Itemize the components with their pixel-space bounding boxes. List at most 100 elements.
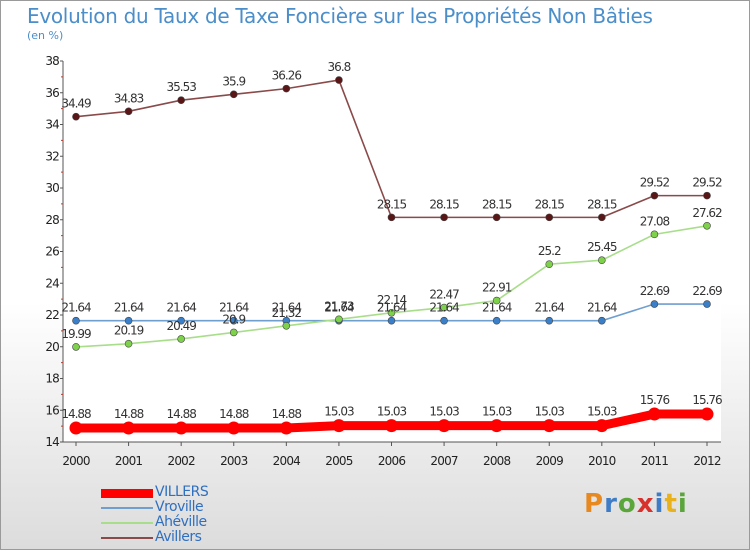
legend-swatch	[101, 507, 153, 509]
data-label: 15.03	[324, 405, 354, 419]
y-tick-label: 24	[45, 276, 59, 290]
data-point	[650, 191, 659, 200]
data-point	[492, 296, 501, 305]
data-point	[335, 76, 343, 84]
data-label: 28.15	[587, 197, 617, 211]
data-label: 15.03	[535, 405, 565, 419]
data-label: 22.14	[377, 293, 407, 307]
y-tick-label: 38	[45, 54, 59, 68]
data-point	[437, 419, 451, 433]
data-point	[227, 421, 241, 435]
y-tick-label: 28	[45, 213, 59, 227]
data-point	[122, 421, 136, 435]
data-point	[700, 407, 714, 421]
data-label: 21.64	[272, 301, 302, 315]
logo-letter: i	[654, 489, 665, 519]
data-point	[387, 213, 396, 222]
y-tick-label: 34	[45, 118, 59, 132]
data-label: 34.83	[114, 91, 144, 105]
data-label: 27.62	[692, 206, 722, 220]
y-unit-label: (en %)	[27, 29, 64, 42]
data-label: 21.32	[272, 306, 302, 320]
data-point	[124, 316, 133, 325]
data-labels: 34.49 34.83 35.53 35.9 36.26 36.8 28.15 28.15 28…	[61, 60, 723, 421]
series-avillers	[72, 76, 711, 222]
data-label: 21.64	[61, 301, 91, 315]
data-label: 21.64	[219, 301, 249, 315]
data-label: 15.03	[377, 405, 407, 419]
data-point	[279, 421, 293, 435]
data-point	[703, 221, 711, 230]
data-point	[124, 107, 133, 116]
data-point	[177, 316, 185, 325]
chart-title: Evolution du Taux de Taxe Foncière sur l…	[27, 4, 653, 28]
data-label: 22.69	[640, 284, 670, 298]
data-label: 35.53	[166, 80, 196, 94]
x-tick-label: 2000	[62, 454, 90, 468]
data-point	[177, 96, 185, 105]
x-tick-label: 2011	[641, 454, 669, 468]
data-label: 15.76	[692, 393, 722, 407]
data-point	[440, 316, 448, 325]
proxiti-logo: Proxiti	[584, 489, 688, 519]
data-label: 21.73	[324, 299, 354, 313]
data-point	[69, 421, 83, 435]
data-point	[385, 419, 398, 433]
logo-letter: i	[677, 489, 688, 519]
data-label: 14.88	[61, 407, 91, 421]
logo-letter: P	[584, 489, 605, 519]
data-label: 21.64	[535, 301, 565, 315]
x-tick-label: 2003	[220, 454, 248, 468]
logo-letter: x	[636, 489, 655, 519]
data-label: 29.52	[640, 176, 670, 190]
data-label: 28.15	[429, 197, 459, 211]
data-label: 25.2	[538, 244, 561, 258]
data-point	[703, 191, 711, 200]
legend-swatch	[101, 537, 153, 539]
data-point	[335, 315, 343, 324]
data-label: 15.03	[587, 405, 617, 419]
data-label: 15.03	[482, 405, 512, 419]
data-point	[229, 328, 238, 337]
x-tick-label: 2001	[115, 454, 143, 468]
logo-letter: o	[617, 489, 637, 519]
data-point	[647, 407, 661, 421]
legend-swatch	[101, 522, 153, 524]
series-layer	[69, 76, 714, 435]
data-label: 15.03	[429, 405, 459, 419]
y-tick-label: 26	[45, 245, 59, 259]
data-point	[124, 339, 133, 348]
data-point	[492, 316, 501, 325]
data-label: 22.47	[429, 288, 459, 302]
data-point	[545, 260, 554, 269]
data-label: 27.08	[640, 214, 670, 228]
data-point	[595, 419, 609, 433]
axes: 14 16 18 20 22 24 26 28 30 32 34 36 38 2000 2001 2002 20…	[45, 54, 721, 468]
y-tick-label: 20	[45, 340, 59, 354]
data-point	[440, 303, 448, 312]
data-point	[282, 84, 291, 93]
y-tick-label: 22	[45, 308, 59, 322]
data-point	[72, 343, 80, 351]
data-point	[72, 112, 80, 121]
data-point	[72, 316, 80, 325]
data-point	[545, 316, 554, 325]
data-label: 21.64	[377, 301, 407, 315]
data-label: 36.26	[272, 69, 302, 83]
data-label: 14.88	[166, 407, 196, 421]
x-tick-label: 2007	[430, 454, 458, 468]
y-tick-label: 32	[45, 149, 59, 163]
y-tick-label: 14	[45, 435, 59, 449]
x-tick-label: 2002	[167, 454, 195, 468]
data-point	[650, 230, 659, 239]
data-label: 36.8	[328, 60, 351, 74]
series-ahéville	[72, 221, 711, 351]
data-point	[174, 421, 188, 435]
data-label: 14.88	[219, 407, 249, 421]
data-point	[387, 308, 396, 317]
data-point	[282, 321, 291, 330]
data-point	[490, 419, 504, 433]
data-label: 21.64	[324, 301, 354, 315]
